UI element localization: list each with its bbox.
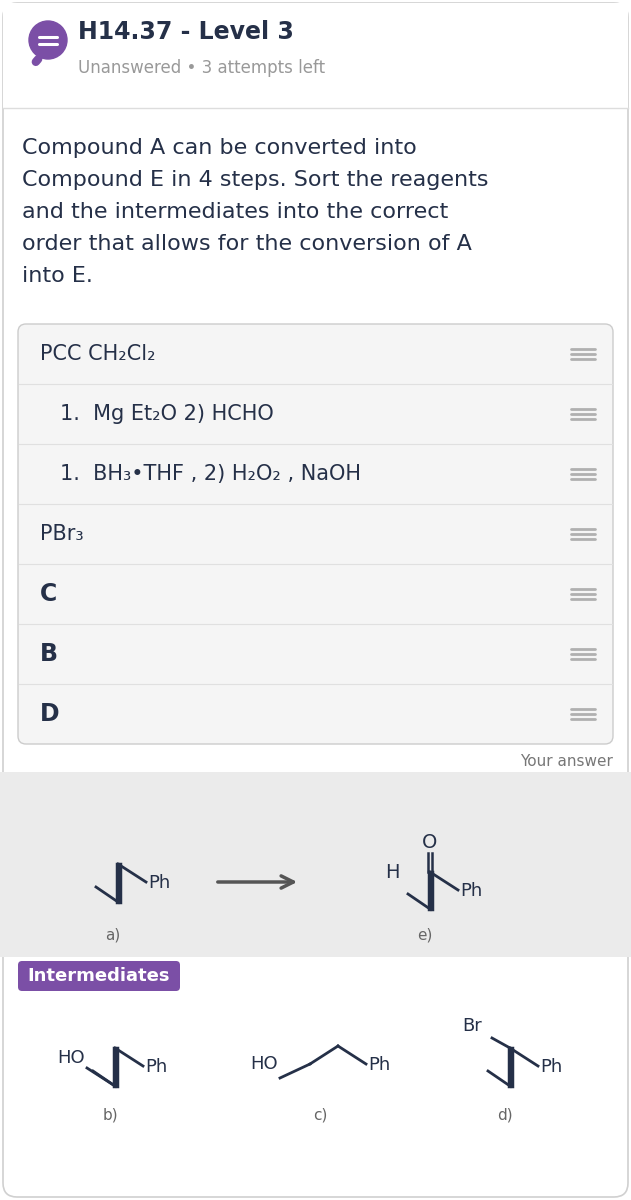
Text: Ph: Ph	[460, 882, 482, 900]
FancyArrowPatch shape	[36, 59, 38, 62]
Text: d): d)	[497, 1108, 513, 1123]
Text: and the intermediates into the correct: and the intermediates into the correct	[22, 202, 448, 222]
Text: HO: HO	[250, 1055, 278, 1073]
FancyBboxPatch shape	[18, 961, 180, 991]
Text: O: O	[422, 833, 438, 852]
Text: b): b)	[102, 1108, 118, 1123]
Text: Compound E in 4 steps. Sort the reagents: Compound E in 4 steps. Sort the reagents	[22, 170, 488, 190]
Text: order that allows for the conversion of A: order that allows for the conversion of …	[22, 234, 472, 254]
FancyBboxPatch shape	[18, 324, 613, 744]
Text: Intermediates: Intermediates	[28, 967, 170, 985]
Text: PCC CH₂Cl₂: PCC CH₂Cl₂	[40, 344, 156, 364]
Text: Br: Br	[462, 1018, 481, 1034]
Text: H: H	[385, 863, 399, 882]
Bar	[0, 772, 631, 958]
Text: D: D	[40, 702, 59, 726]
Circle shape	[29, 20, 67, 59]
Text: Unanswered • 3 attempts left: Unanswered • 3 attempts left	[78, 59, 325, 77]
Text: 1.  BH₃•THF , 2) H₂O₂ , NaOH: 1. BH₃•THF , 2) H₂O₂ , NaOH	[60, 464, 361, 484]
Text: a): a)	[105, 928, 121, 942]
Text: Ph: Ph	[145, 1058, 167, 1076]
Text: B: B	[40, 642, 58, 666]
Text: e): e)	[417, 928, 433, 942]
Text: 1.  Mg Et₂O 2) HCHO: 1. Mg Et₂O 2) HCHO	[60, 404, 274, 424]
Text: Ph: Ph	[540, 1058, 562, 1076]
Text: Compound A can be converted into: Compound A can be converted into	[22, 138, 416, 158]
Bar	[3, 2, 628, 108]
Text: C: C	[40, 582, 57, 606]
Text: HO: HO	[57, 1049, 85, 1067]
Text: Ph: Ph	[148, 874, 170, 892]
FancyBboxPatch shape	[3, 2, 628, 1198]
Text: into E.: into E.	[22, 266, 93, 286]
Text: Your answer: Your answer	[520, 754, 613, 769]
Text: Ph: Ph	[368, 1056, 390, 1074]
Text: c): c)	[313, 1108, 327, 1123]
Text: H14.37 - Level 3: H14.37 - Level 3	[78, 20, 294, 44]
Text: PBr₃: PBr₃	[40, 524, 84, 544]
